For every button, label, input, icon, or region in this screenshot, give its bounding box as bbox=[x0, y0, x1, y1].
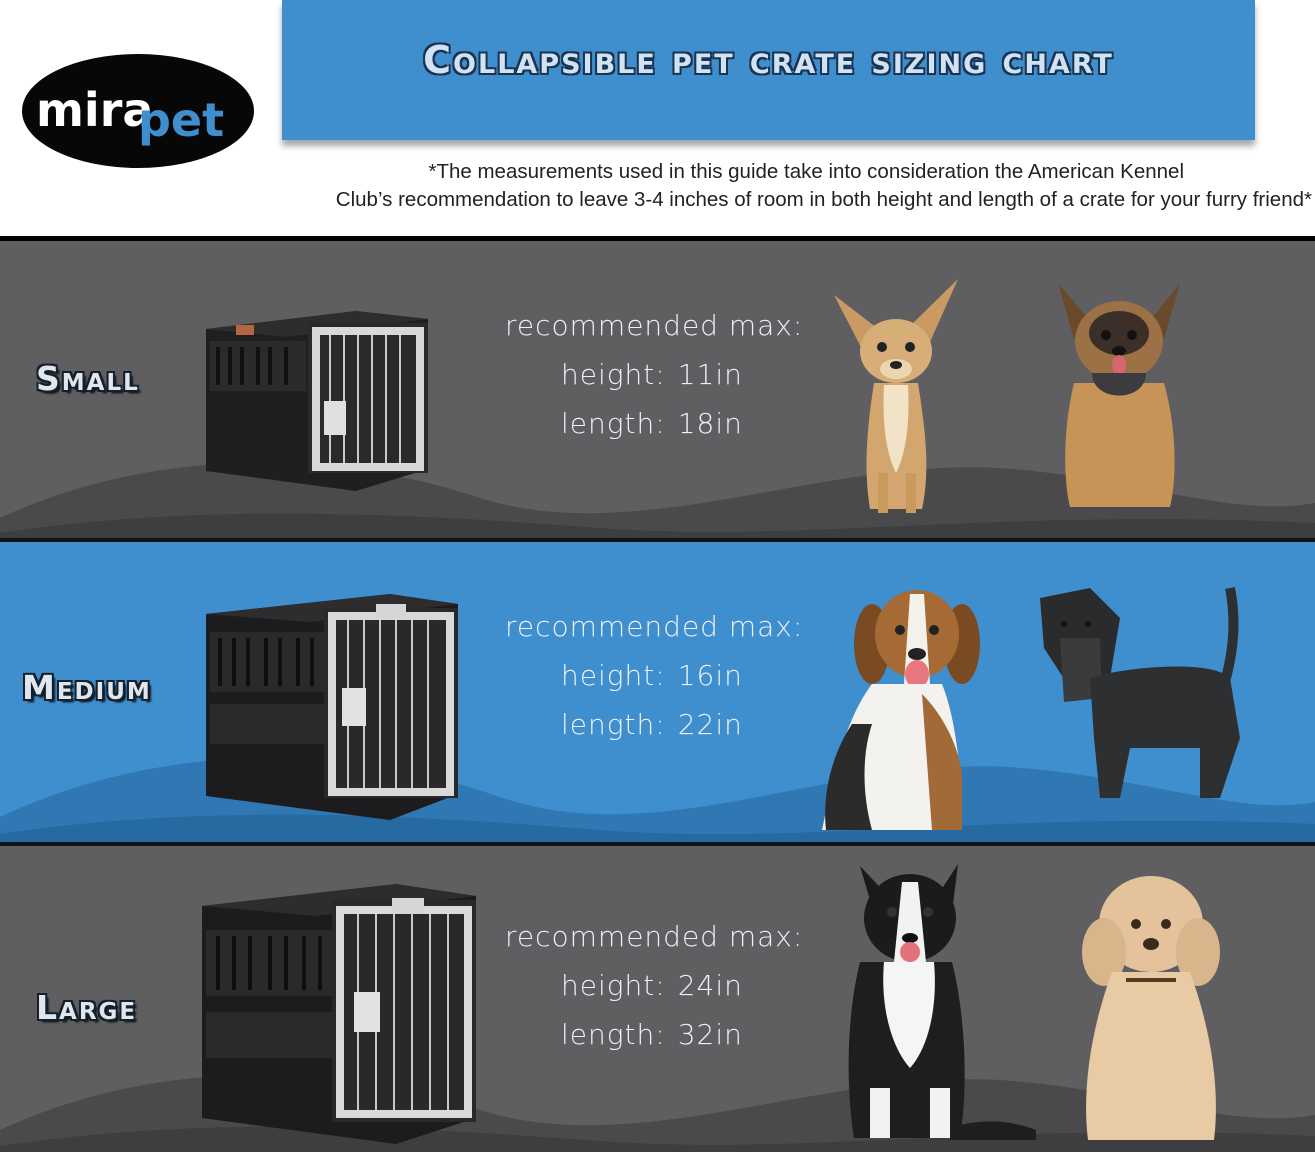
spec-heading: recommended max: bbox=[505, 920, 804, 953]
crate-photo-small bbox=[206, 311, 428, 491]
spec-heading: recommended max: bbox=[505, 309, 804, 342]
spec-length-key: length: bbox=[561, 407, 666, 440]
spec-medium: recommended max: height: 16in length: 22in bbox=[505, 602, 803, 749]
spec-length-key: length: bbox=[561, 708, 666, 741]
spec-length-value: 32in bbox=[677, 1018, 743, 1051]
note-line-2: Club’s recommendation to leave 3-4 inche… bbox=[335, 188, 1312, 211]
mirapet-logo: mira pet bbox=[22, 54, 254, 168]
spec-length-row: length: 32in bbox=[505, 1010, 803, 1059]
spec-height-key: height: bbox=[561, 969, 666, 1002]
spec-length-value: 22in bbox=[677, 708, 743, 741]
spec-small: recommended max: height: 11in length: 18in bbox=[505, 301, 803, 448]
size-label-medium: Medium bbox=[22, 668, 152, 707]
spec-height-value: 16in bbox=[677, 659, 743, 692]
spec-height-row: height: 16in bbox=[505, 651, 803, 700]
spec-length-row: length: 22in bbox=[505, 700, 803, 749]
spec-height-value: 11in bbox=[677, 358, 743, 391]
svg-text:mira: mira bbox=[36, 83, 153, 137]
spec-length-key: length: bbox=[561, 1018, 666, 1051]
spec-length-row: length: 18in bbox=[505, 399, 803, 448]
spec-large: recommended max: height: 24in length: 32in bbox=[505, 912, 803, 1059]
chihuahua-photo bbox=[834, 279, 958, 513]
crate-photo-medium bbox=[206, 594, 458, 820]
note-line-1: *The measurements used in this guide tak… bbox=[428, 160, 1184, 183]
size-band-small: Small recommended max: height: 11in lengt… bbox=[0, 241, 1315, 538]
labradoodle-photo bbox=[1082, 876, 1220, 1140]
spec-length-value: 18in bbox=[677, 407, 743, 440]
spec-height-key: height: bbox=[561, 358, 666, 391]
spec-height-key: height: bbox=[561, 659, 666, 692]
page-title: Collapsible pet crate sizing chart bbox=[423, 38, 1114, 82]
schnauzer-photo bbox=[1040, 587, 1240, 798]
yorkshire-terrier-photo bbox=[1058, 283, 1180, 507]
crate-photo-large bbox=[202, 884, 476, 1144]
size-band-large: Large recommended max: height: 24in lengt… bbox=[0, 846, 1315, 1152]
size-label-small: Small bbox=[36, 359, 140, 398]
measurement-note: *The measurements used in this guide tak… bbox=[222, 158, 1312, 214]
size-label-large: Large bbox=[36, 988, 138, 1027]
title-banner: Collapsible pet crate sizing chart bbox=[282, 0, 1255, 140]
spec-height-row: height: 11in bbox=[505, 350, 803, 399]
border-collie-photo bbox=[848, 864, 1036, 1140]
spec-height-value: 24in bbox=[677, 969, 743, 1002]
beagle-photo bbox=[822, 590, 980, 830]
spec-height-row: height: 24in bbox=[505, 961, 803, 1010]
header-divider bbox=[0, 236, 1315, 241]
size-band-medium: Medium recommended max: height: 16in leng… bbox=[0, 538, 1315, 846]
spec-heading: recommended max: bbox=[505, 610, 804, 643]
svg-text:pet: pet bbox=[138, 93, 224, 147]
